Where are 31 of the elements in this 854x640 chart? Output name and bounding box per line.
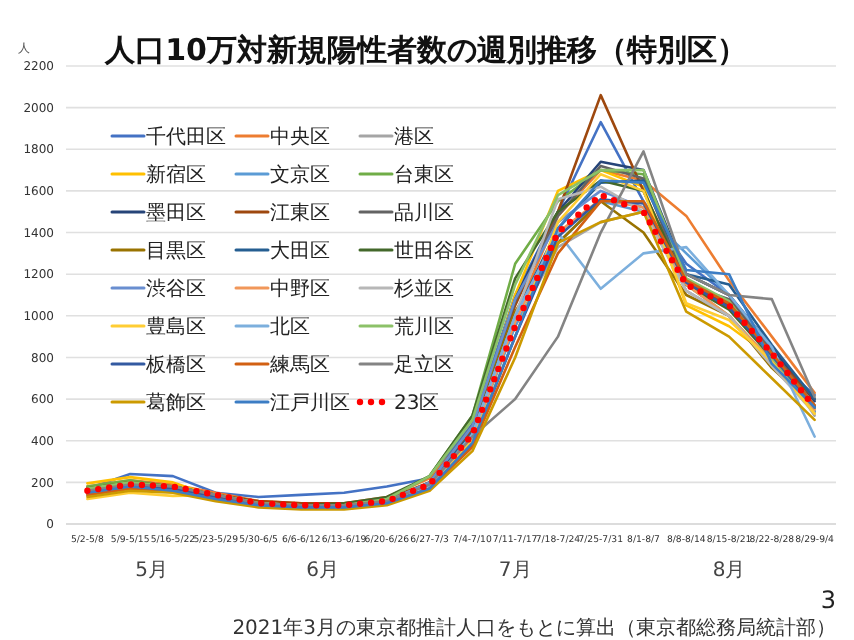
- chart-title: 人口10万対新規陽性者数の週別推移（特別区）: [103, 32, 747, 68]
- legend-label: 世田谷区: [394, 239, 474, 263]
- legend-label: 江戸川区: [270, 391, 350, 415]
- legend-label: 葛飾区: [146, 391, 206, 415]
- legend-label: 千代田区: [146, 125, 226, 149]
- legend-label: 足立区: [394, 353, 454, 377]
- legend-label: 台東区: [394, 163, 454, 187]
- legend-label: 新宿区: [146, 163, 206, 187]
- legend-label: 杉並区: [392, 277, 454, 301]
- text: 8月: [712, 560, 746, 582]
- text: 5月: [135, 560, 168, 582]
- legend-label: 中央区: [270, 125, 330, 149]
- legend-label: 渋谷区: [146, 277, 206, 301]
- legend-label: 板橋区: [144, 353, 206, 377]
- legend-label: 荒川区: [394, 315, 454, 339]
- legend-label: 江東区: [270, 201, 330, 225]
- text: 6月: [306, 560, 340, 582]
- legend-label: 目黒区: [146, 241, 206, 263]
- text: 3: [820, 586, 836, 614]
- legend-label: 豊島区: [146, 315, 206, 339]
- legend-label: 練馬区: [268, 353, 330, 377]
- text: 7月: [498, 560, 532, 582]
- legend-label: 23区: [394, 393, 440, 415]
- legend-label: 北区: [270, 315, 310, 339]
- legend-label: 中野区: [270, 277, 330, 301]
- text: 2021年3月の東京都推計人口をもとに算出（東京都総務局統計部）: [232, 616, 836, 640]
- legend-label: 文京区: [270, 163, 330, 187]
- legend-label: 品川区: [394, 201, 454, 225]
- legend-label: 港区: [394, 125, 434, 149]
- legend-label: 大田区: [270, 239, 330, 263]
- legend-label: 墨田区: [146, 203, 206, 225]
